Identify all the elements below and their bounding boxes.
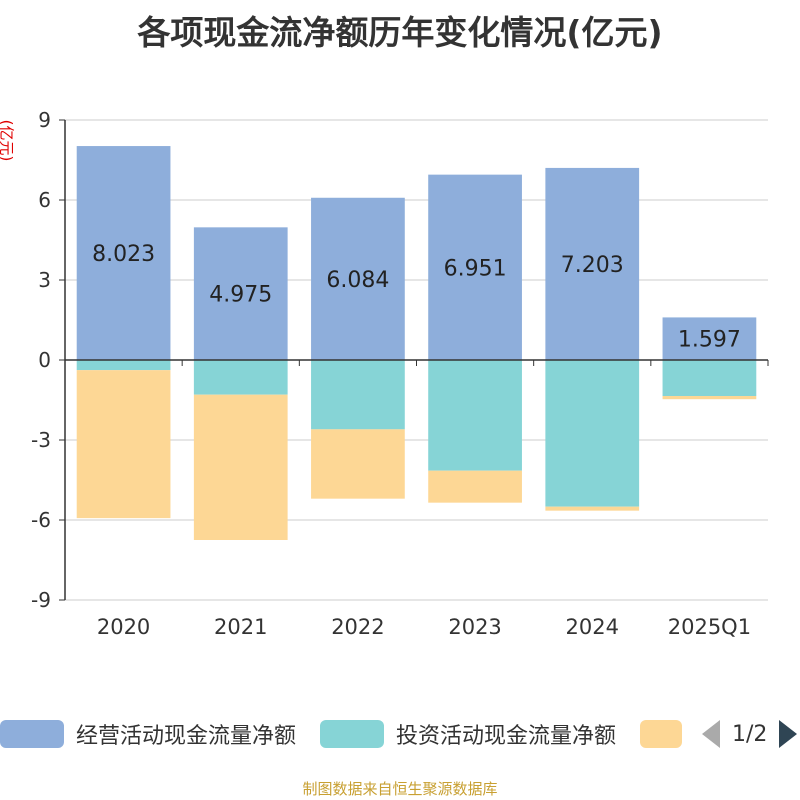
legend-label-operating: 经营活动现金流量净额 xyxy=(76,724,297,749)
legend-item-operating[interactable]: 经营活动现金流量净额 xyxy=(0,716,296,752)
next-page-icon[interactable] xyxy=(779,720,798,748)
y-tick-label: 9 xyxy=(38,108,51,132)
data-label: 1.597 xyxy=(678,328,741,353)
data-label: 6.084 xyxy=(326,268,389,293)
legend: 经营活动现金流量净额 投资活动现金流量净额 1/2 xyxy=(0,716,800,752)
legend-swatch-financing xyxy=(640,720,682,748)
data-label: 7.203 xyxy=(561,253,624,278)
bar-financing xyxy=(545,506,640,511)
x-tick-label: 2022 xyxy=(331,615,384,639)
y-tick-label: -6 xyxy=(31,508,51,532)
bar-investing xyxy=(428,360,522,471)
bar-operating xyxy=(76,146,171,360)
bar-financing xyxy=(428,470,522,503)
x-tick-label: 2021 xyxy=(214,615,267,639)
y-tick-label: -9 xyxy=(31,588,51,612)
y-tick-label: 0 xyxy=(38,348,51,372)
bar-operating xyxy=(662,317,757,360)
y-tick-label: 3 xyxy=(38,268,51,292)
data-source-footer: 制图数据来自恒生聚源数据库 xyxy=(302,780,498,798)
legend-item-investing[interactable]: 投资活动现金流量净额 xyxy=(320,716,616,752)
bar-investing xyxy=(311,360,405,430)
bar-financing xyxy=(662,396,757,400)
bar-investing xyxy=(193,360,288,395)
bar-financing xyxy=(311,429,405,499)
legend-page-indicator: 1/2 xyxy=(732,721,768,747)
y-tick-label: -3 xyxy=(31,428,51,452)
bar-operating xyxy=(545,167,640,360)
data-label: 4.975 xyxy=(209,283,272,308)
data-label: 8.023 xyxy=(92,242,155,267)
x-tick-label: 2020 xyxy=(97,615,150,639)
legend-swatch-investing xyxy=(320,720,384,748)
data-label: 6.951 xyxy=(444,256,507,281)
bar-investing xyxy=(662,360,757,396)
x-tick-label: 2023 xyxy=(448,615,501,639)
legend-item-financing[interactable] xyxy=(640,716,682,752)
chart-title: 各项现金流净额历年变化情况(亿元) xyxy=(137,13,663,52)
legend-swatch-operating xyxy=(0,720,64,748)
bar-financing xyxy=(76,370,171,519)
bar-investing xyxy=(545,360,640,507)
x-tick-label: 2025Q1 xyxy=(668,615,751,639)
x-tick-label: 2024 xyxy=(566,615,619,639)
prev-page-icon[interactable] xyxy=(702,720,720,748)
bar-investing xyxy=(76,360,171,371)
y-tick-label: 6 xyxy=(38,188,51,212)
bar-operating xyxy=(428,174,522,360)
bar-operating xyxy=(311,197,405,360)
legend-label-investing: 投资活动现金流量净额 xyxy=(396,724,617,749)
chart-canvas: 9 6 3 0 -3 -6 -9 8.023 2020 4.975 2021 6.084 2022 6.9… xyxy=(31,108,769,639)
legend-pager: 1/2 xyxy=(702,716,798,752)
bar-operating xyxy=(193,227,288,360)
bar-financing xyxy=(193,394,288,540)
